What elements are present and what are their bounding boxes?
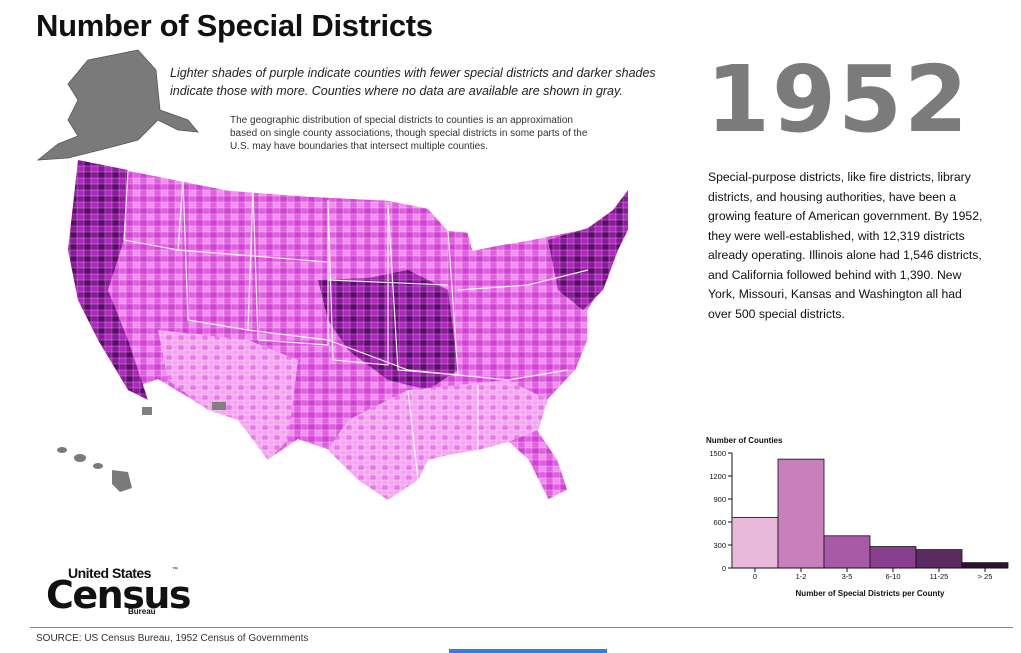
y-tick-label: 1500 <box>709 449 726 458</box>
footer-rule <box>30 627 1013 628</box>
alaska-shape <box>36 49 199 161</box>
hawaii-shape <box>57 447 132 492</box>
histogram-bar <box>731 517 779 569</box>
year-label: 1952 <box>706 46 971 153</box>
x-tick-label: 3-5 <box>842 572 853 581</box>
no-data-county <box>212 402 226 410</box>
no-data-county <box>142 407 152 415</box>
description-text: Special-purpose districts, like fire dis… <box>708 170 983 321</box>
x-axis-label: Number of Special Districts per County <box>796 589 945 598</box>
y-tick-label: 900 <box>713 495 726 504</box>
map-note: The geographic distribution of special d… <box>230 115 588 152</box>
logo-line-2: Census <box>46 573 192 617</box>
x-tick-label: > 25 <box>978 572 993 581</box>
county-histogram: Number of Counties 0 300 600 900 1200 1500 0 1-2… <box>706 436 1009 598</box>
x-tick-label: 0 <box>753 572 757 581</box>
histogram-bar <box>915 549 963 569</box>
x-tick-label: 1-2 <box>796 572 807 581</box>
y-tick-label: 600 <box>713 518 726 527</box>
histogram-bar <box>869 546 917 569</box>
page-title: Number of Special Districts <box>36 8 433 43</box>
census-logo: United States ™ Census Bureau <box>44 565 192 621</box>
bottom-accent-bar <box>449 649 607 653</box>
histogram-bar <box>823 535 871 569</box>
west-coast-dark-region <box>68 160 148 400</box>
histogram-bar <box>777 458 825 569</box>
state-boundaries <box>123 169 589 481</box>
x-tick-label: 11-25 <box>930 572 949 581</box>
northeast-dark-region <box>548 190 628 310</box>
histogram-bar <box>961 562 1009 569</box>
logo-line-1: United States <box>68 565 151 581</box>
logo-line-3: Bureau <box>128 607 156 616</box>
y-tick-label: 0 <box>722 564 726 573</box>
source-note: SOURCE: US Census Bureau, 1952 Census of… <box>36 633 309 644</box>
logo-trademark: ™ <box>172 567 178 573</box>
south-light-region <box>328 380 548 500</box>
x-tick-label: 6-10 <box>885 572 900 581</box>
histogram-title: Number of Counties <box>706 436 783 445</box>
y-tick-label: 1200 <box>709 472 726 481</box>
us-county-map <box>36 49 628 502</box>
y-tick-label: 300 <box>713 541 726 550</box>
southwest-light-region <box>158 330 298 460</box>
map-subtitle: Lighter shades of purple indicate counti… <box>170 66 656 98</box>
